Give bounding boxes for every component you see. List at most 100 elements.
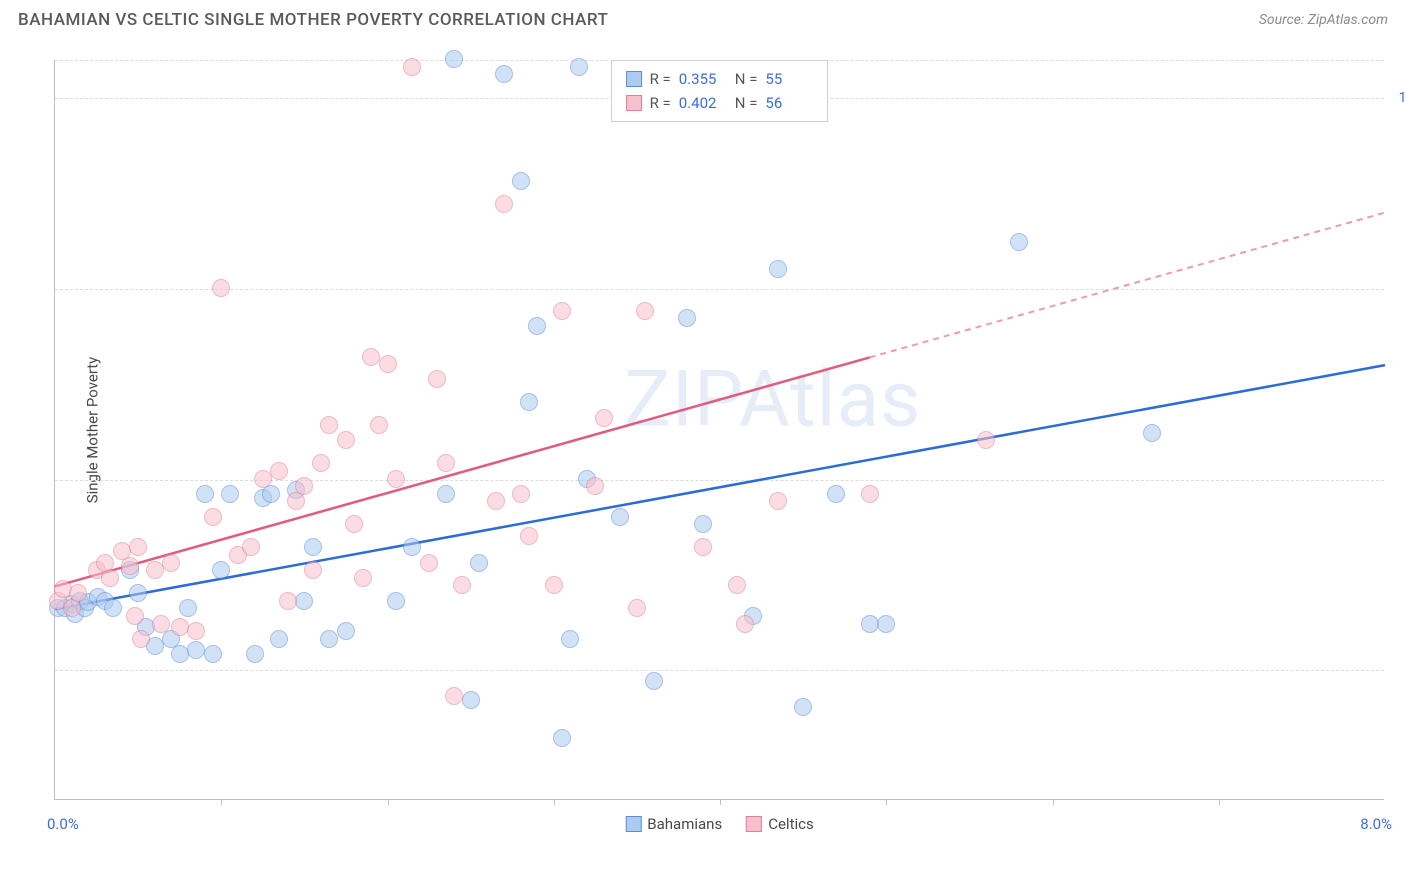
data-point [553, 729, 571, 747]
y-tick-label: 100.0% [1389, 90, 1406, 106]
data-point [379, 355, 397, 373]
data-point [270, 630, 288, 648]
watermark-part2: Atlas [739, 354, 921, 445]
data-point [212, 279, 230, 297]
data-point [495, 195, 513, 213]
data-point [126, 607, 144, 625]
data-point [295, 477, 313, 495]
data-point [794, 698, 812, 716]
n-value: 56 [765, 91, 813, 115]
data-point [320, 630, 338, 648]
x-tick [1053, 799, 1054, 805]
data-point [362, 348, 380, 366]
data-point [171, 618, 189, 636]
chart-header: BAHAMIAN VS CELTIC SINGLE MOTHER POVERTY… [0, 0, 1406, 38]
data-point [187, 622, 205, 640]
data-point [320, 416, 338, 434]
data-point [387, 470, 405, 488]
data-point [403, 538, 421, 556]
n-value: 55 [765, 67, 813, 91]
data-point [470, 554, 488, 572]
data-point [196, 485, 214, 503]
data-point [337, 431, 355, 449]
data-point [553, 302, 571, 320]
x-tick [720, 799, 721, 805]
data-point [304, 538, 322, 556]
data-point [487, 492, 505, 510]
data-point [636, 302, 654, 320]
data-point [204, 508, 222, 526]
data-point [445, 50, 463, 68]
data-point [387, 592, 405, 610]
data-point [628, 599, 646, 617]
n-label: N = [735, 67, 758, 91]
data-point [1143, 424, 1161, 442]
data-point [104, 599, 122, 617]
data-point [512, 172, 530, 190]
data-point [132, 630, 150, 648]
data-point [861, 615, 879, 633]
data-point [254, 470, 272, 488]
data-point [146, 561, 164, 579]
series-label: Bahamians [647, 815, 722, 833]
data-point [121, 557, 139, 575]
data-point [769, 492, 787, 510]
data-point [495, 65, 513, 83]
data-point [736, 615, 754, 633]
data-point [246, 645, 264, 663]
chart-title: BAHAMIAN VS CELTIC SINGLE MOTHER POVERTY… [18, 10, 608, 30]
data-point [453, 576, 471, 594]
data-point [345, 515, 363, 533]
data-point [129, 584, 147, 602]
data-point [187, 641, 205, 659]
data-point [520, 527, 538, 545]
data-point [221, 485, 239, 503]
data-point [69, 584, 87, 602]
data-point [152, 615, 170, 633]
data-point [312, 454, 330, 472]
x-tick [886, 799, 887, 805]
data-point [611, 508, 629, 526]
data-point [678, 309, 696, 327]
data-point [262, 485, 280, 503]
watermark: ZIPAtlas [624, 354, 921, 445]
series-label: Celtics [768, 815, 814, 833]
series-legend-item: Bahamians [625, 815, 722, 833]
data-point [694, 515, 712, 533]
data-point [445, 687, 463, 705]
data-point [586, 477, 604, 495]
legend-swatch [625, 816, 641, 832]
data-point [179, 599, 197, 617]
data-point [520, 393, 538, 411]
data-point [403, 58, 421, 76]
x-tick [221, 799, 222, 805]
data-point [337, 622, 355, 640]
data-point [212, 561, 230, 579]
y-tick-label: 75.0% [1389, 281, 1406, 297]
r-label: R = [650, 67, 671, 91]
data-point [101, 569, 119, 587]
data-point [370, 416, 388, 434]
n-label: N = [735, 91, 758, 115]
data-point [162, 554, 180, 572]
data-point [304, 561, 322, 579]
stats-legend-row: R = 0.355 N = 55 [626, 67, 814, 91]
legend-swatch [626, 71, 642, 87]
data-point [595, 409, 613, 427]
trend-lines [55, 60, 1384, 799]
data-point [437, 485, 455, 503]
stats-legend-row: R = 0.402 N = 56 [626, 91, 814, 115]
data-point [204, 645, 222, 663]
r-label: R = [650, 91, 671, 115]
x-tick [1219, 799, 1220, 805]
data-point [428, 370, 446, 388]
y-tick-label: 50.0% [1389, 472, 1406, 488]
data-point [295, 592, 313, 610]
data-point [287, 492, 305, 510]
data-point [561, 630, 579, 648]
data-point [861, 485, 879, 503]
data-point [1010, 233, 1028, 251]
r-value: 0.402 [679, 91, 727, 115]
watermark-part1: ZIP [624, 354, 739, 445]
r-value: 0.355 [679, 67, 727, 91]
